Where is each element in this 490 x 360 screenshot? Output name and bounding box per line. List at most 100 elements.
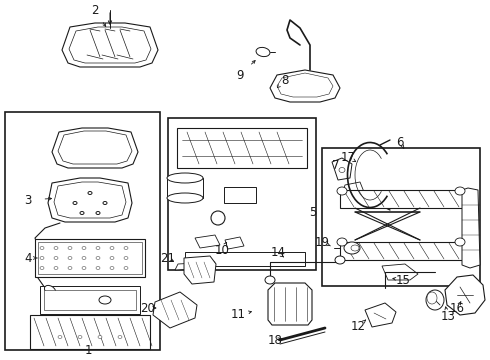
Ellipse shape [54, 247, 58, 249]
Text: 13: 13 [441, 310, 455, 324]
Bar [40, 286, 140, 314]
Polygon shape [225, 237, 244, 249]
Ellipse shape [335, 256, 345, 264]
Bar [340, 242, 470, 260]
Ellipse shape [96, 247, 100, 249]
Text: 7: 7 [332, 158, 340, 171]
Ellipse shape [96, 256, 100, 260]
Ellipse shape [68, 247, 72, 249]
Ellipse shape [88, 192, 92, 194]
Text: 19: 19 [315, 235, 329, 248]
Text: 16: 16 [449, 302, 465, 315]
Polygon shape [342, 182, 364, 198]
Ellipse shape [40, 266, 44, 270]
Ellipse shape [110, 256, 114, 260]
Bar [224, 187, 256, 203]
Ellipse shape [124, 256, 128, 260]
Ellipse shape [265, 276, 275, 284]
Ellipse shape [118, 336, 122, 338]
Polygon shape [382, 264, 418, 280]
Bar [35, 239, 145, 277]
Polygon shape [58, 131, 132, 164]
Ellipse shape [82, 247, 86, 249]
Ellipse shape [45, 285, 55, 294]
Polygon shape [332, 158, 352, 180]
Ellipse shape [455, 187, 465, 195]
Ellipse shape [96, 212, 100, 215]
Ellipse shape [124, 247, 128, 249]
Text: 5: 5 [309, 206, 317, 219]
Text: 20: 20 [141, 302, 155, 315]
Polygon shape [69, 27, 151, 63]
Ellipse shape [103, 202, 107, 204]
Text: 15: 15 [395, 274, 411, 287]
Polygon shape [195, 235, 220, 248]
Ellipse shape [211, 211, 225, 225]
Ellipse shape [455, 238, 465, 246]
Text: 14: 14 [270, 247, 286, 260]
Ellipse shape [351, 245, 359, 251]
Ellipse shape [58, 336, 62, 338]
Ellipse shape [337, 187, 347, 195]
Ellipse shape [337, 238, 347, 246]
Bar [30, 315, 150, 349]
Polygon shape [184, 256, 216, 284]
Polygon shape [48, 178, 132, 222]
Polygon shape [153, 292, 197, 328]
Ellipse shape [256, 48, 270, 57]
Ellipse shape [167, 173, 203, 183]
Bar [185, 252, 305, 266]
Text: 6: 6 [396, 135, 404, 149]
Polygon shape [462, 188, 480, 268]
Ellipse shape [167, 193, 203, 203]
Text: 9: 9 [236, 68, 244, 81]
Text: 1: 1 [84, 343, 92, 356]
Ellipse shape [98, 336, 102, 338]
Polygon shape [175, 262, 215, 270]
Polygon shape [268, 283, 312, 325]
Ellipse shape [427, 292, 437, 304]
Ellipse shape [40, 247, 44, 249]
Ellipse shape [40, 256, 44, 260]
Text: 12: 12 [350, 320, 366, 333]
Bar [168, 118, 316, 270]
Ellipse shape [339, 167, 345, 172]
Ellipse shape [68, 256, 72, 260]
Ellipse shape [110, 247, 114, 249]
Bar [322, 148, 480, 286]
Polygon shape [365, 303, 396, 327]
Text: 11: 11 [230, 309, 245, 321]
Text: 8: 8 [281, 73, 289, 86]
Ellipse shape [124, 266, 128, 270]
Polygon shape [54, 182, 126, 218]
Bar [177, 128, 307, 168]
Ellipse shape [426, 290, 444, 310]
Text: 3: 3 [24, 194, 32, 207]
Bar [340, 190, 470, 208]
Ellipse shape [68, 266, 72, 270]
Ellipse shape [96, 266, 100, 270]
Text: 18: 18 [268, 333, 282, 346]
Polygon shape [277, 73, 333, 97]
Ellipse shape [54, 256, 58, 260]
Polygon shape [52, 128, 138, 168]
Ellipse shape [344, 242, 360, 254]
Bar [5, 112, 160, 350]
Ellipse shape [82, 256, 86, 260]
Ellipse shape [78, 336, 82, 338]
Ellipse shape [110, 266, 114, 270]
Polygon shape [270, 70, 340, 102]
Bar [38, 242, 142, 274]
Bar [44, 290, 136, 310]
Text: 21: 21 [161, 252, 175, 265]
Polygon shape [62, 23, 158, 67]
Text: 10: 10 [215, 243, 229, 257]
Ellipse shape [80, 212, 84, 215]
Text: 2: 2 [91, 4, 99, 17]
Bar [167, 178, 203, 198]
Ellipse shape [73, 202, 77, 204]
Text: 17: 17 [341, 150, 356, 163]
Ellipse shape [82, 266, 86, 270]
Ellipse shape [54, 266, 58, 270]
Text: 4: 4 [24, 252, 32, 265]
